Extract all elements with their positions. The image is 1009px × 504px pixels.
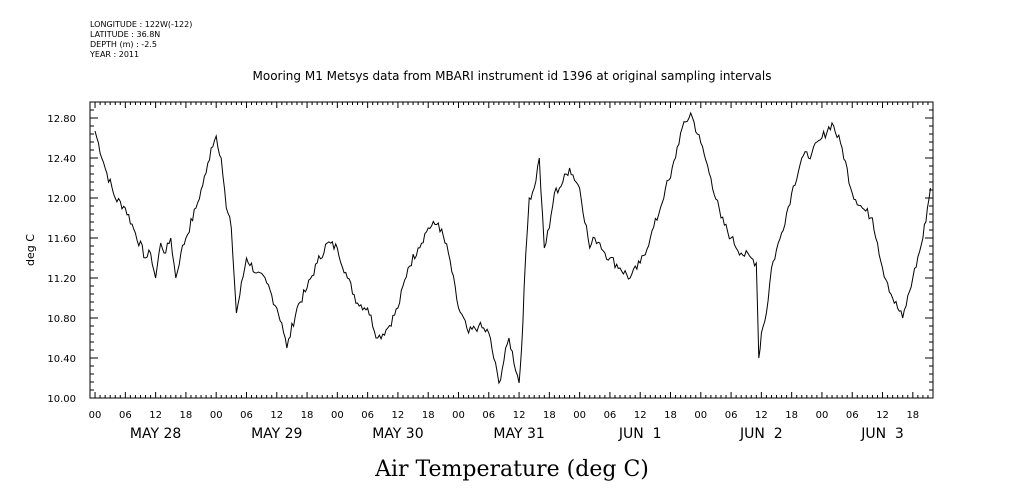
hour-tick-label: 12 [634, 410, 647, 421]
day-label: MAY 29 [251, 426, 302, 442]
y-tick-label: 11.60 [47, 234, 76, 245]
hour-tick-label: 06 [604, 410, 617, 421]
hour-tick-label: 06 [725, 410, 738, 421]
hour-tick-label: 12 [392, 410, 405, 421]
y-tick-labels: 10.00 10.40 10.80 11.20 11.60 12.00 12.40 12.80 [47, 114, 76, 405]
hour-tick-label: 06 [846, 410, 859, 421]
x-axis-label: Air Temperature (deg C) [374, 457, 649, 482]
axis-ticks [90, 101, 933, 399]
hour-tick-label: 06 [119, 410, 132, 421]
plot-frame [89, 101, 934, 399]
day-label: MAY 30 [372, 426, 423, 442]
hour-tick-label: 18 [906, 410, 919, 421]
hour-tick-label: 18 [664, 410, 677, 421]
hour-tick-label: 00 [89, 410, 102, 421]
day-labels: MAY 28 MAY 29 MAY 30 MAY 31 JUN 1 JUN 2 JUN 3 [130, 426, 904, 442]
temperature-series-line [94, 111, 931, 385]
year-label: YEAR : 2011 [90, 50, 140, 59]
y-tick-label: 12.80 [47, 114, 76, 125]
hour-tick-label: 00 [331, 410, 344, 421]
y-tick-label: 12.00 [47, 194, 76, 205]
hour-tick-label: 06 [361, 410, 374, 421]
hour-tick-label: 06 [240, 410, 253, 421]
y-tick-label: 11.20 [47, 274, 76, 285]
hour-tick-label: 18 [422, 410, 435, 421]
hour-tick-label: 00 [816, 410, 829, 421]
latitude-label: LATITUDE : 36.8N [90, 30, 161, 39]
day-label: JUN 1 [618, 426, 662, 442]
hour-tick-label: 12 [513, 410, 526, 421]
hour-tick-label: 18 [180, 410, 193, 421]
metadata-block: LONGITUDE : 122W(-122) LATITUDE : 36.8N … [90, 20, 192, 60]
hour-tick-label: 12 [270, 410, 283, 421]
day-label: MAY 28 [130, 426, 181, 442]
longitude-label: LONGITUDE : 122W(-122) [90, 20, 193, 29]
hour-tick-label: 00 [210, 410, 223, 421]
day-label: JUN 2 [739, 426, 783, 442]
hour-tick-label: 06 [482, 410, 495, 421]
hour-tick-label: 12 [876, 410, 889, 421]
day-label: MAY 31 [493, 426, 544, 442]
y-tick-label: 12.40 [47, 154, 76, 165]
hour-tick-label: 00 [573, 410, 586, 421]
day-label: JUN 3 [860, 426, 904, 442]
hour-tick-label: 12 [755, 410, 768, 421]
y-tick-label: 10.40 [47, 354, 76, 365]
depth-label: DEPTH (m) : -2.5 [90, 40, 157, 49]
chart-title: Mooring M1 Metsys data from MBARI instru… [253, 69, 772, 83]
hour-tick-label: 18 [301, 410, 314, 421]
y-axis-label: deg C [24, 234, 37, 266]
hour-tick-label: 00 [694, 410, 707, 421]
hour-tick-label: 18 [543, 410, 556, 421]
hour-tick-label: 00 [452, 410, 465, 421]
hour-tick-labels: 00 06 12 18 00 06 12 18 00 06 12 18 00 06 12 18 00 06 12 18… [89, 410, 919, 421]
hour-tick-label: 12 [149, 410, 162, 421]
hour-tick-label: 18 [785, 410, 798, 421]
y-tick-label: 10.80 [47, 314, 76, 325]
y-tick-label: 10.00 [47, 394, 76, 405]
